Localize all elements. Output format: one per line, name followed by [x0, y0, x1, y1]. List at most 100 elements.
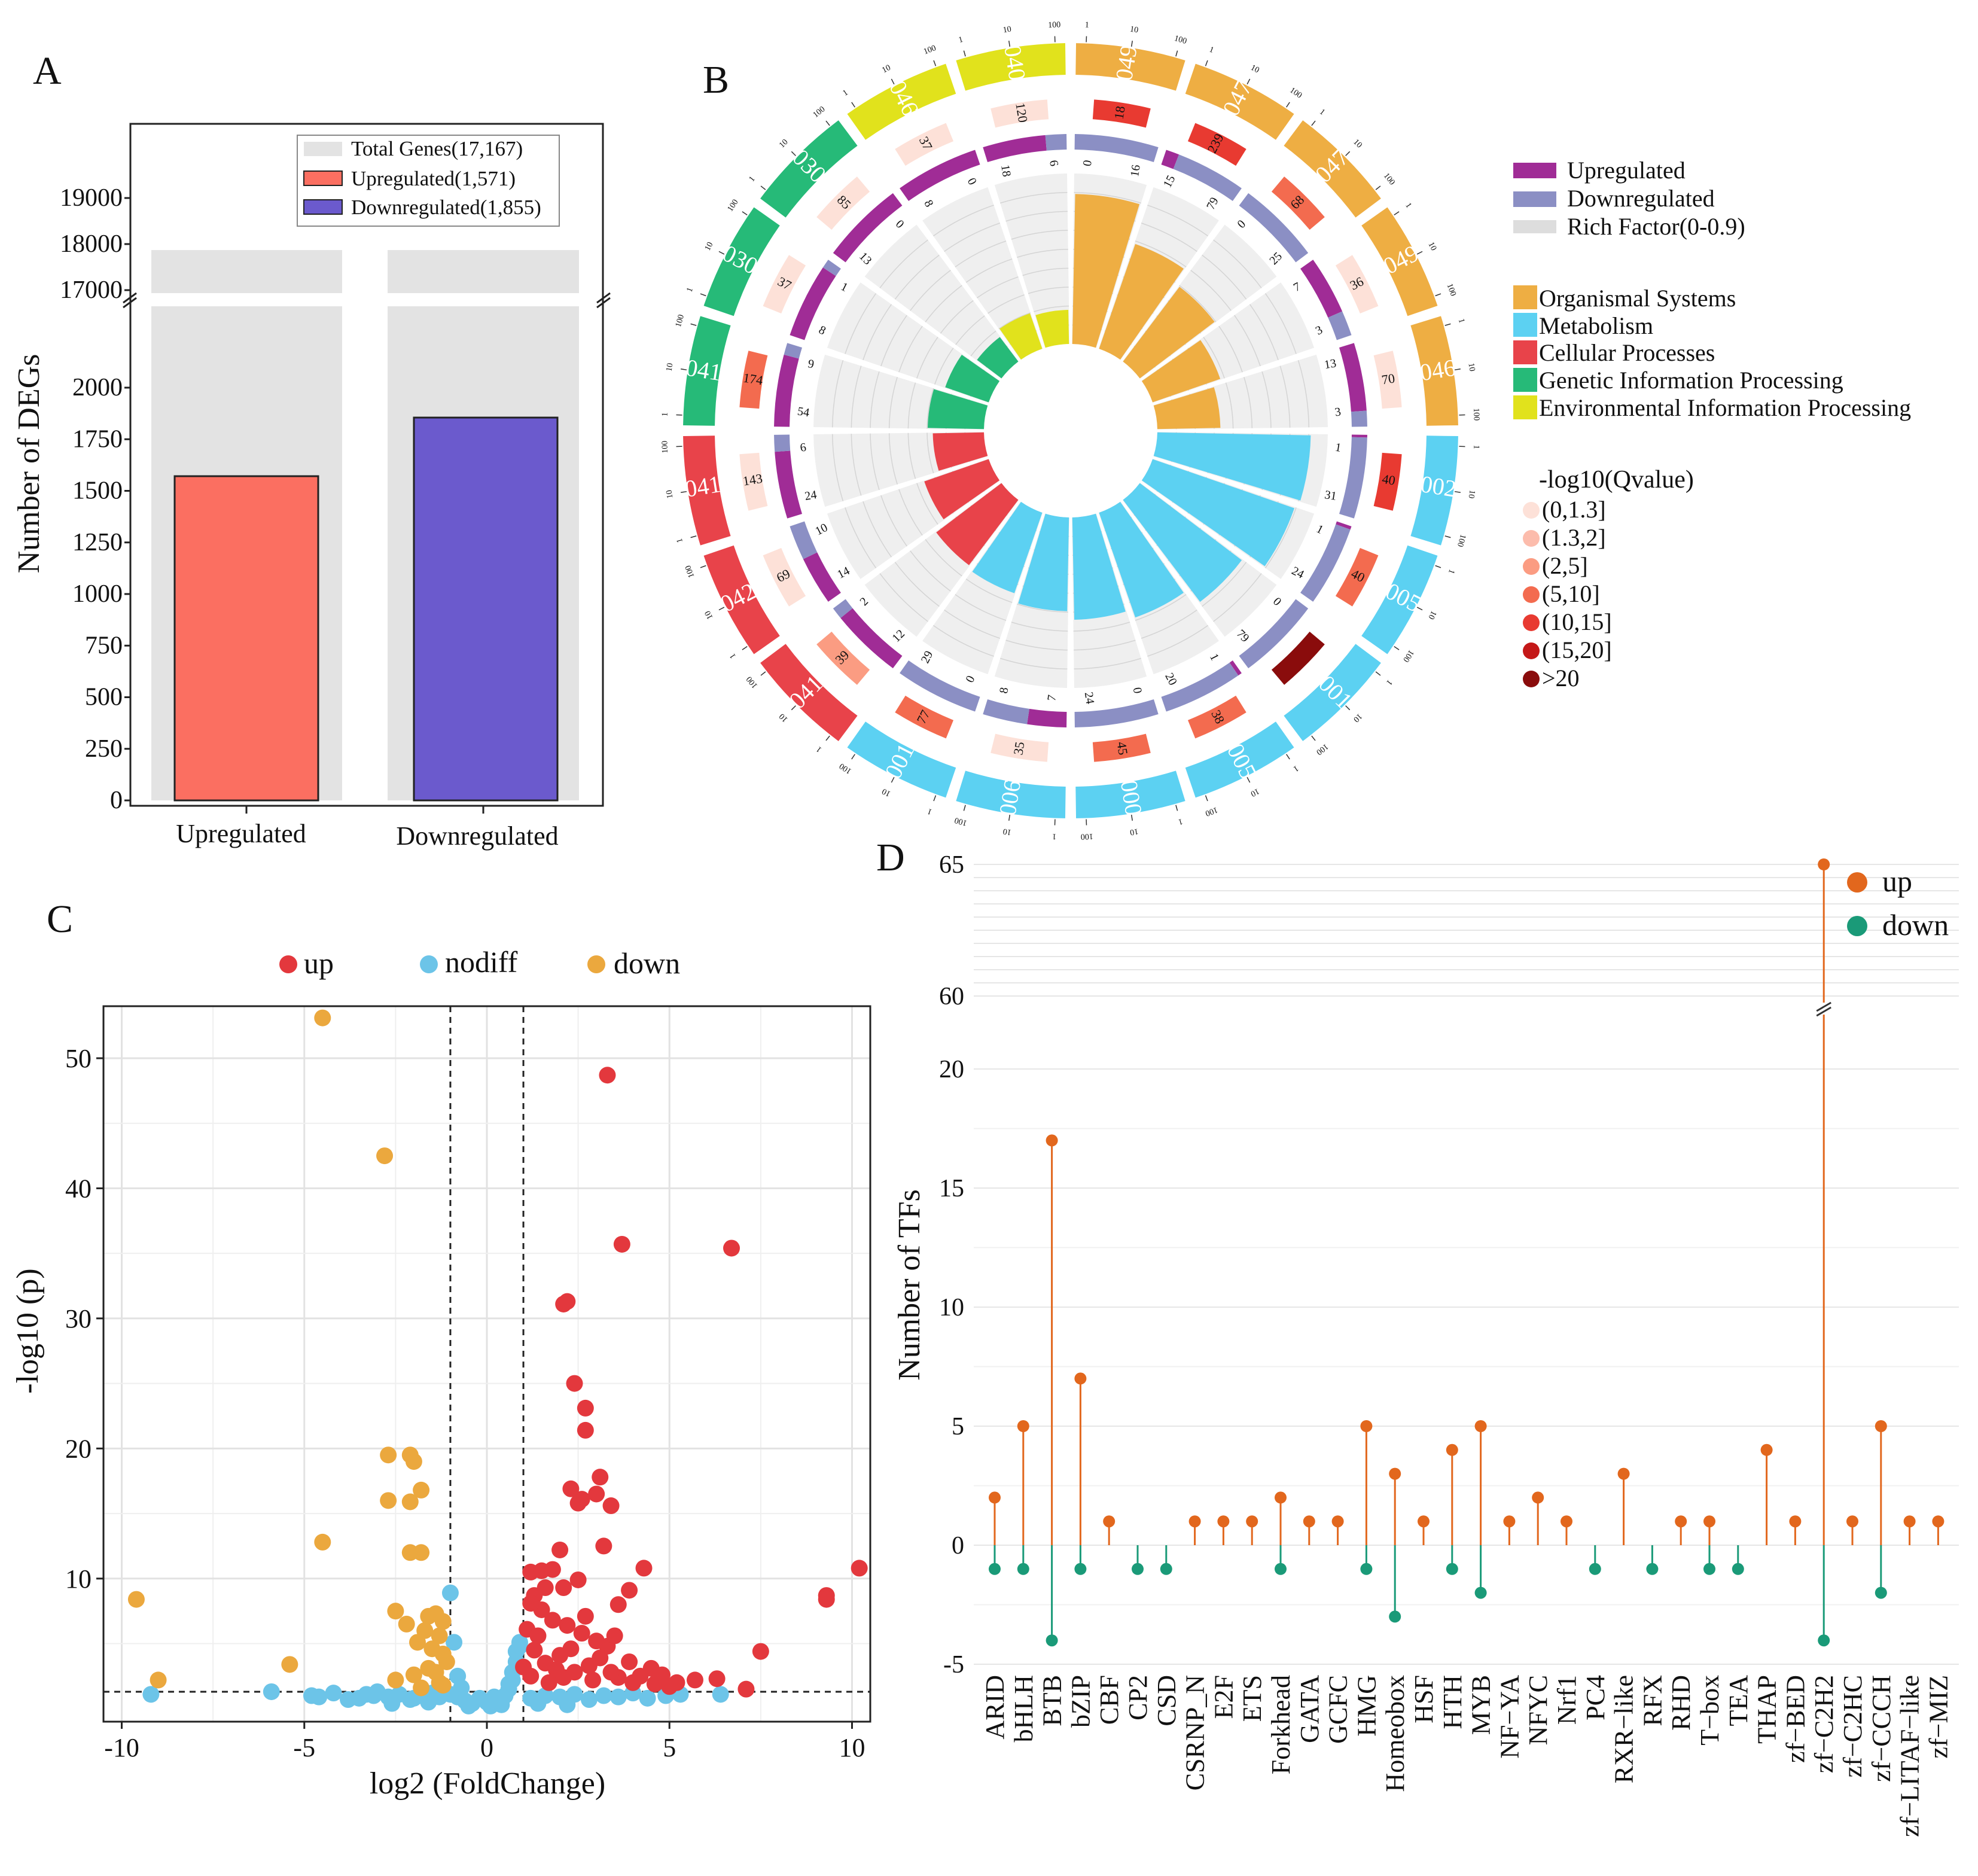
point-up: [555, 1579, 572, 1597]
rich-grid: [1213, 573, 1262, 622]
tf-category-label: GCFC: [1324, 1675, 1353, 1744]
up-count-ko03022: 8: [816, 323, 828, 337]
legend-q-label: (15,20]: [1542, 636, 1612, 663]
point-nodiff: [358, 1686, 375, 1703]
rich-grid: [880, 315, 907, 367]
scale-label: 10: [1466, 489, 1476, 499]
scale-tick: [1311, 735, 1316, 741]
legend-swatch-genetic: [1513, 368, 1537, 392]
rich-grid: [934, 348, 954, 385]
scale-tick: [1175, 50, 1178, 57]
scale-tick: [1205, 60, 1208, 66]
count-bar-ko00071: [1092, 733, 1151, 762]
down-arc-ko04210: [790, 521, 818, 559]
up-arc-ko04140: [775, 450, 803, 519]
panel-c-volcano: -10 -5 0 5 10 10 20 30 40 50 log2 (FoldChange) -l…: [11, 945, 871, 1801]
scale-tick: [760, 185, 766, 190]
up-count-ko04920: 7: [1291, 280, 1303, 294]
up-arc-ko04624: [1339, 343, 1367, 412]
rich-grid: [894, 562, 940, 607]
scale-label: 10: [1002, 826, 1012, 836]
scale-tick: [1008, 41, 1011, 47]
scale-label: 1: [1084, 21, 1089, 30]
scale-tick: [1435, 565, 1441, 568]
down-count-ko00071: 24: [1082, 691, 1097, 705]
rich-grid: [1074, 639, 1136, 651]
term-band-ko00280: [1410, 436, 1458, 546]
point-down: [314, 1533, 331, 1551]
rich-grid: [831, 360, 844, 428]
up-count-ko00280: 1: [1334, 441, 1342, 455]
term-band-ko04966: [1075, 43, 1185, 91]
count-bar-ko00510: [1335, 547, 1379, 607]
point-up: [537, 1579, 554, 1597]
rich-grid: [1141, 223, 1197, 252]
point-down: [398, 1615, 415, 1633]
point-up: [562, 1640, 580, 1658]
point-up: [559, 1293, 576, 1310]
rich-grid: [1190, 270, 1232, 311]
tf-category-label: zf−BED: [1781, 1675, 1810, 1763]
ytick-label: 20: [65, 1434, 92, 1463]
down-count-ko00600: 8: [997, 686, 1011, 694]
scale-tick: [825, 120, 830, 126]
rich-grid: [988, 294, 1025, 314]
scale-label: 100: [812, 105, 827, 120]
rich-bar-ko04624: [1153, 387, 1221, 430]
scale-label: 100: [674, 313, 686, 328]
ytick-label: 30: [65, 1304, 92, 1333]
point-nodiff: [142, 1686, 160, 1703]
up-count-ko00130: 0: [963, 674, 977, 685]
rich-grid: [999, 657, 1068, 670]
scale-tick: [1454, 368, 1461, 371]
point-up: [551, 1541, 569, 1558]
scale-tick: [1130, 41, 1133, 47]
rich-bg-ko03008: [864, 224, 1019, 379]
scale-tick: [1444, 323, 1451, 326]
legend-label-tf-down: down: [1882, 908, 1949, 942]
scale-label: 1: [1177, 817, 1184, 826]
count-bar-ko04136: [816, 631, 870, 685]
point-up: [661, 1678, 678, 1695]
count-bar-ko04714: [1187, 123, 1246, 166]
scale-tick: [891, 78, 895, 85]
rich-grid: [1147, 625, 1209, 657]
down-arc-ko04721: [1239, 193, 1309, 263]
ytick-label: 750: [85, 632, 123, 659]
scale-tick: [1286, 102, 1290, 108]
up-count-ko00510: 1: [1314, 522, 1325, 537]
scale-tick: [718, 607, 725, 611]
point-up: [686, 1671, 703, 1689]
up-arc-ko00600: [1027, 708, 1067, 727]
xtick-label: 10: [839, 1733, 865, 1762]
legend-q-label: (5,10]: [1542, 580, 1600, 607]
rich-grid: [916, 336, 938, 379]
tf-category-label: MYB: [1467, 1675, 1496, 1735]
tf-dot-up: [1246, 1515, 1258, 1528]
rich-bar-ko00190: [1123, 483, 1242, 602]
tf-category-label: CBF: [1095, 1675, 1124, 1725]
tf-category-label: Homeobox: [1380, 1675, 1410, 1792]
point-nodiff: [453, 1679, 470, 1697]
rich-grid: [1202, 562, 1247, 607]
legend-q-label: (0,1.3]: [1542, 496, 1606, 523]
point-up: [555, 1669, 572, 1686]
term-band-ko00600: [956, 770, 1066, 818]
scale-tick: [1454, 491, 1461, 493]
tf-dot-up: [1932, 1515, 1945, 1528]
panel-label-c: C: [47, 897, 73, 941]
count-bar-ko04140: [739, 452, 768, 511]
down-arc-ko04920: [1328, 311, 1352, 340]
scale-label: 100: [1314, 742, 1330, 757]
tf-category-label: bHLH: [1009, 1675, 1038, 1742]
scale-label: 10: [1002, 25, 1012, 35]
tf-category-label: Nrf1: [1552, 1675, 1581, 1725]
panel-c-legend: up nodiff down: [279, 945, 680, 980]
rich-bar-ko04136: [936, 483, 1019, 565]
scale-label: 100: [838, 761, 854, 775]
point-nodiff: [609, 1688, 627, 1706]
panel-a-xtick-down: Downregulated: [396, 821, 558, 851]
down-count-ko04920: 3: [1313, 323, 1325, 337]
tf-dot-down: [1074, 1563, 1087, 1575]
xtick-label: -10: [104, 1733, 139, 1762]
